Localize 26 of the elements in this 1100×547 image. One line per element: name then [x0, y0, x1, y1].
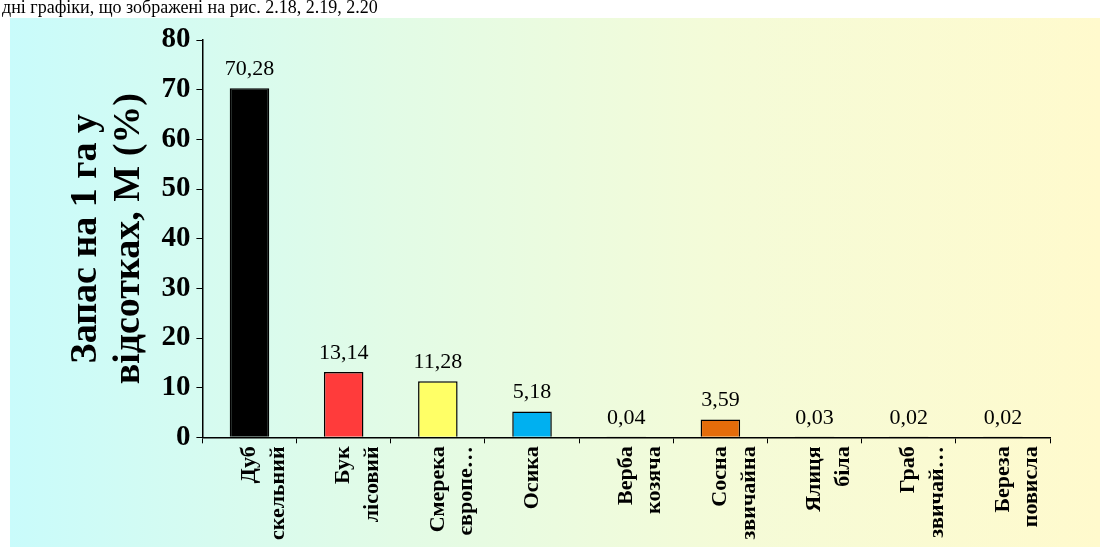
x-tick-label: Граб звичай…: [894, 446, 949, 538]
y-tick-label: 20: [161, 319, 191, 352]
x-tick-label: Дуб скельний: [235, 446, 289, 541]
y-tick-label: 0: [175, 418, 191, 451]
y-tick-label: 10: [161, 369, 191, 402]
y-tick-label: 60: [161, 120, 191, 153]
y-axis-title: Запас на 1 га у відсотках, М (%): [61, 93, 149, 385]
y-tick-label: 50: [161, 170, 191, 203]
data-label: 0,02: [889, 404, 928, 430]
text: дні графіки, що зображені на рис. 2.18, 2.19, 2.20: [2, 0, 378, 17]
data-label: 5,18: [512, 378, 552, 404]
data-label: 0,03: [795, 403, 834, 429]
y-tick-label: 40: [161, 220, 191, 253]
x-tick-label: Осика: [517, 446, 543, 510]
data-label: 11,28: [413, 348, 463, 374]
x-tick-label: Смерека європе…: [423, 446, 478, 536]
data-label: 13,14: [318, 338, 369, 364]
x-tick-label: Верба козяча: [611, 446, 666, 514]
data-label: 0,02: [983, 404, 1023, 430]
data-label: 70,28: [224, 55, 275, 81]
y-tick-label: 70: [161, 71, 191, 104]
y-tick-label: 30: [161, 269, 191, 302]
data-label: 0,04: [606, 403, 646, 429]
data-label: 3,59: [701, 386, 740, 412]
x-tick-label: Ялиця біла: [800, 446, 854, 512]
y-tick-label: 80: [161, 21, 191, 54]
